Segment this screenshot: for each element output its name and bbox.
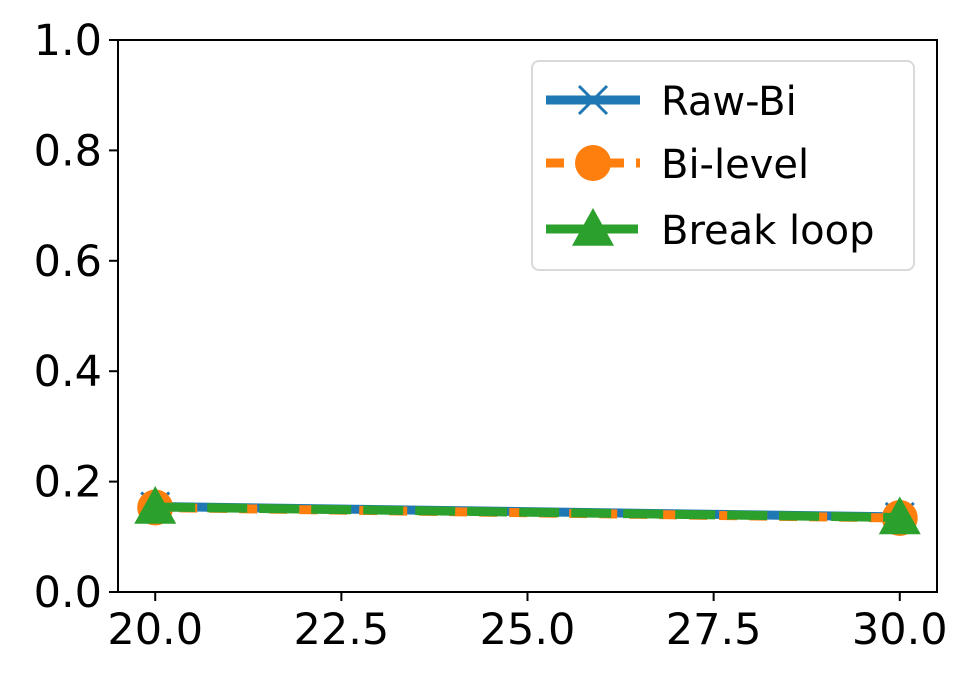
legend-label-break-loop: Break loop — [661, 208, 874, 254]
legend: Raw-Bi Bi-level Break loop — [531, 60, 915, 271]
y-tick-label: 0.2 — [34, 458, 102, 508]
x-tick-label: 20.0 — [107, 605, 203, 655]
legend-box — [531, 60, 915, 271]
y-tick-label: 0.8 — [34, 126, 102, 176]
plot-area — [134, 485, 921, 537]
x-tick-label: 27.5 — [666, 605, 762, 655]
y-tick-label: 0.4 — [34, 347, 102, 397]
y-tick-label: 0.0 — [34, 568, 102, 618]
data-point-break-loop — [878, 496, 921, 535]
legend-label-raw-bi: Raw-Bi — [661, 79, 797, 125]
legend-marker-break-loop — [572, 208, 614, 246]
legend-marker-bi-level — [575, 145, 611, 181]
data-point-break-loop — [134, 485, 177, 524]
y-tick-label: 0.6 — [34, 237, 102, 287]
legend-label-bi-level: Bi-level — [661, 142, 809, 188]
x-tick-label: 22.5 — [293, 605, 389, 655]
axes: 20.0 22.5 25.0 27.5 30.0 0.0 0.2 0.4 0.6 0.8 1.0 — [34, 16, 948, 655]
legend-marker-raw-bi — [577, 84, 609, 116]
y-tick-label: 1.0 — [34, 16, 102, 66]
x-tick-label: 25.0 — [480, 605, 576, 655]
x-tick-label: 30.0 — [852, 605, 948, 655]
series-line-break-loop — [155, 502, 900, 522]
